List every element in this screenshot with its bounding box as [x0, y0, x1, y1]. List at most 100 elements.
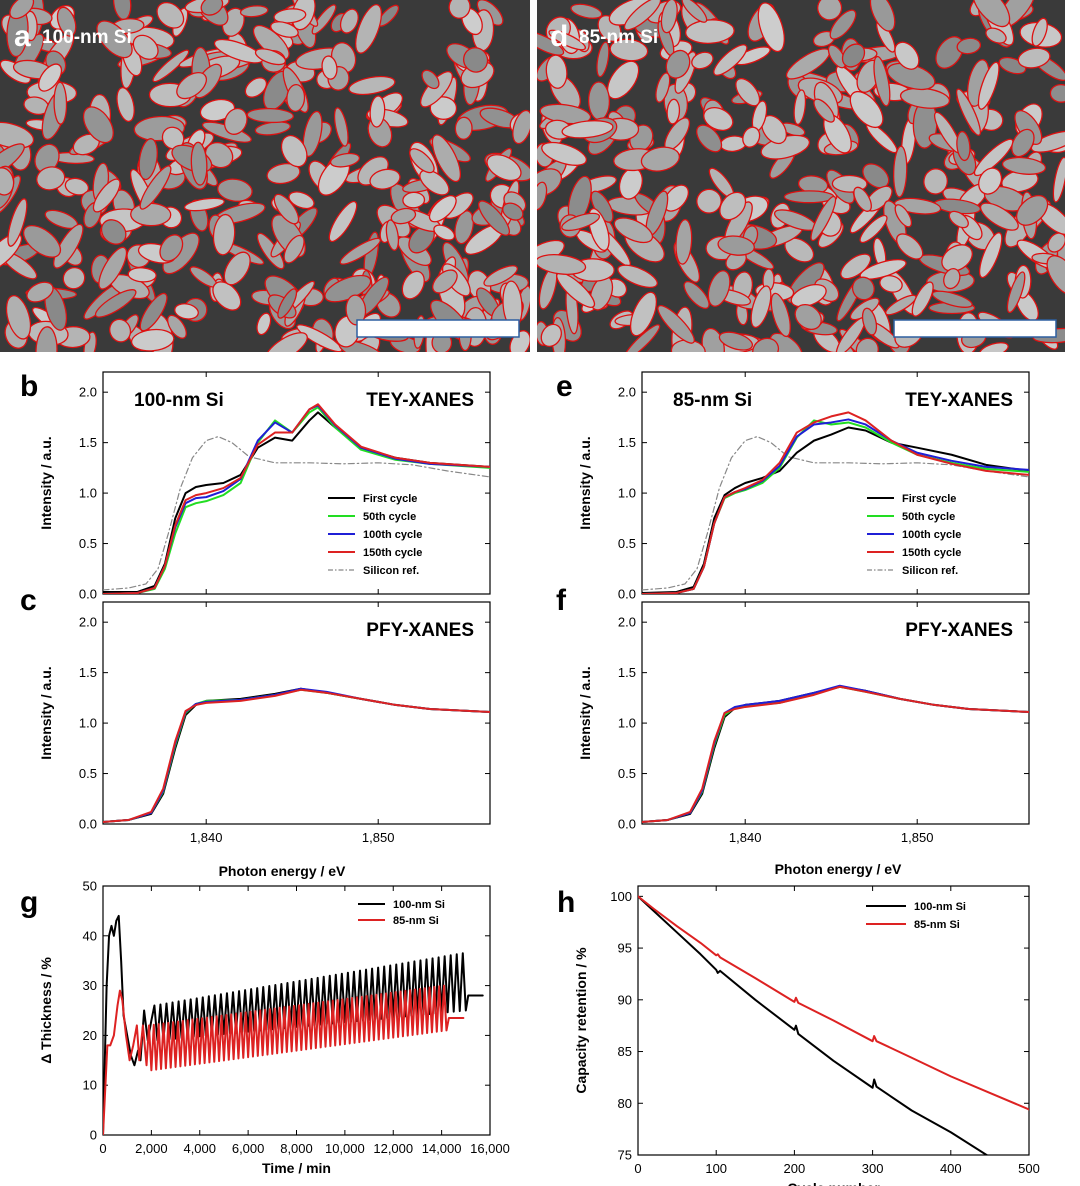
y-tick-label: 1.0 — [618, 486, 636, 501]
grain — [948, 210, 969, 229]
grain — [665, 49, 691, 79]
grain — [385, 219, 400, 251]
y-tick-label: 50 — [83, 879, 97, 894]
legend-label: 50th cycle — [902, 511, 955, 523]
legend-label: 85-nm Si — [393, 915, 439, 927]
grain — [972, 0, 1011, 28]
y-tick-label: 1.0 — [79, 716, 97, 731]
grain — [1030, 130, 1065, 153]
series-line-85-nm-si — [103, 984, 465, 1135]
grain — [587, 81, 611, 121]
grain — [478, 200, 510, 236]
chart-title: 100-nm Si — [134, 390, 224, 411]
scale-bar-d — [893, 319, 1057, 338]
x-tick-label: 14,000 — [422, 1141, 462, 1156]
legend-label: 100th cycle — [902, 529, 961, 541]
grain — [1001, 156, 1047, 175]
grain — [454, 116, 473, 140]
grain — [757, 2, 785, 53]
series-group — [103, 403, 490, 594]
grain — [769, 332, 803, 352]
y-tick-label: 0.5 — [618, 536, 636, 551]
grain — [793, 89, 807, 126]
y-tick-label: 0.0 — [618, 817, 636, 832]
grain — [159, 234, 184, 262]
grain — [609, 38, 649, 62]
grain — [956, 37, 982, 55]
grain — [817, 0, 843, 21]
grain — [703, 107, 734, 131]
grain — [956, 88, 981, 136]
grain — [270, 21, 299, 38]
grain — [328, 200, 358, 243]
grain — [428, 195, 457, 223]
grain — [288, 191, 315, 210]
grain — [419, 169, 450, 196]
y-axis-label: Intensity / a.u. — [577, 436, 593, 529]
x-tick-label: 400 — [940, 1161, 962, 1176]
series-line-150th-cycle — [642, 685, 1029, 823]
grain — [613, 217, 654, 244]
grain — [894, 41, 920, 70]
grain — [1049, 83, 1065, 103]
grain — [810, 195, 837, 242]
grain — [1052, 156, 1065, 203]
grain — [956, 130, 971, 162]
chart-c: 0.0 0.5 1.0 1.5 2.0 1,840 1,850 Intensity / a.u… — [38, 601, 491, 845]
y-axis-label: Capacity retention / % — [573, 947, 589, 1094]
series-group — [642, 684, 1029, 823]
grain — [869, 0, 896, 32]
grain — [794, 303, 822, 331]
grain — [454, 210, 474, 245]
grain — [402, 191, 426, 209]
grain — [606, 60, 640, 100]
grain — [152, 49, 190, 83]
grain — [696, 124, 723, 153]
grain — [409, 148, 435, 174]
y-tick-label: 10 — [83, 1078, 97, 1093]
grain — [1011, 128, 1035, 158]
panel-label-c: c — [20, 584, 37, 617]
y-tick-label: 2.0 — [79, 615, 97, 630]
grain — [256, 312, 272, 336]
grain — [683, 280, 710, 310]
grain — [26, 281, 54, 303]
grain — [717, 235, 755, 256]
plot-frame — [641, 371, 1030, 595]
grain — [540, 323, 562, 348]
grain — [1015, 194, 1049, 226]
grain — [321, 55, 338, 80]
y-tick-label: 100 — [610, 889, 632, 904]
grain — [429, 96, 458, 120]
chart-subtitle: TEY-XANES — [905, 390, 1013, 411]
series-line-100-nm-si — [638, 895, 989, 1155]
grain — [156, 1, 185, 29]
y-tick-label: 0 — [90, 1128, 97, 1143]
grain — [718, 331, 754, 351]
y-tick-label: 2.0 — [618, 615, 636, 630]
grain — [502, 202, 524, 221]
series-line-first-cycle — [103, 411, 490, 593]
grain — [139, 165, 172, 210]
plot-frame — [641, 601, 1030, 825]
grain — [167, 314, 187, 339]
grain — [617, 264, 658, 289]
grain — [244, 77, 268, 98]
grain — [978, 167, 1003, 195]
chart-b: 0.0 0.5 1.0 1.5 2.0 Intensity / a.u. 100-nm Si… — [38, 371, 491, 602]
series-line-100-nm-si — [103, 914, 484, 1135]
legend-label: Silicon ref. — [363, 565, 419, 577]
grain — [311, 4, 337, 35]
sem-image-a: a 100-nm Si — [0, 0, 530, 352]
x-tick-label: 2,000 — [135, 1141, 168, 1156]
grain — [660, 0, 678, 34]
grain — [1006, 271, 1026, 314]
grain — [53, 81, 68, 125]
grain — [973, 138, 1014, 177]
grain — [570, 3, 603, 19]
series-line-silicon-ref — [103, 435, 490, 591]
x-tick-label: 1,850 — [362, 830, 395, 845]
x-tick-label: 200 — [784, 1161, 806, 1176]
grain — [862, 163, 890, 189]
